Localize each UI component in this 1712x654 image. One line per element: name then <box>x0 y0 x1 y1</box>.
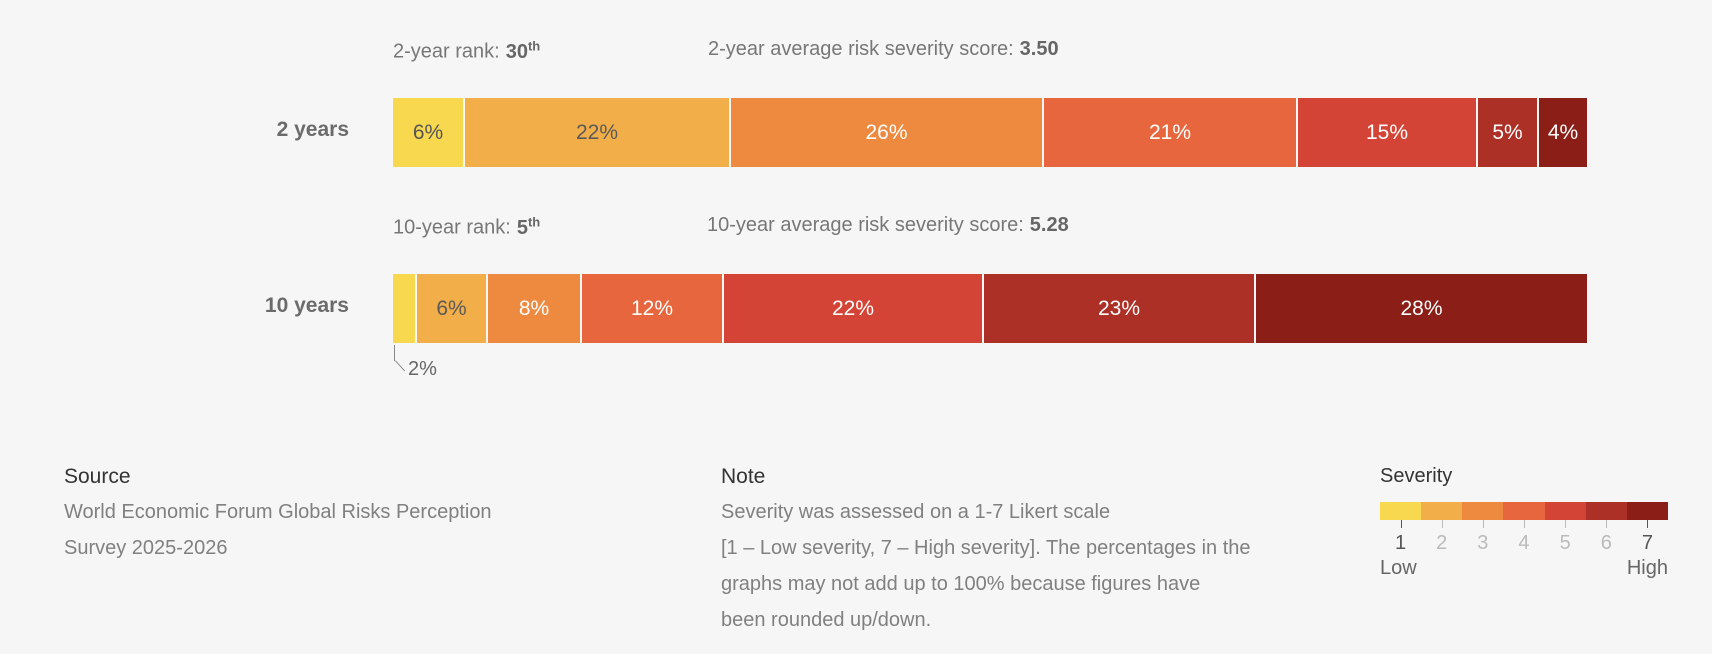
bar-segment-severity-5: 15% <box>1298 98 1478 167</box>
legend-swatch <box>1421 502 1463 520</box>
row-label-10-years: 10 years <box>264 294 349 317</box>
segment-value-label: 23% <box>1097 296 1141 320</box>
rank-label: 2-year rank: <box>393 40 500 63</box>
score-10-year: 10-year average risk severity score: 5.28 <box>707 214 1069 237</box>
legend-tick: 4 <box>1503 520 1544 555</box>
rank-value: 5 <box>516 216 528 239</box>
segment-value-label: 8% <box>518 296 550 320</box>
segment-value-label: 6% <box>412 120 444 144</box>
note-line: been rounded up/down. <box>721 609 932 631</box>
legend-title: Severity <box>1380 465 1453 487</box>
callout-label: 2% <box>408 358 437 380</box>
bar-segment-severity-5: 22% <box>724 274 984 343</box>
score-label: 2-year average risk severity score: <box>708 38 1014 60</box>
source-title: Source <box>64 465 131 488</box>
score-value: 5.28 <box>1029 214 1069 236</box>
bar-segment-severity-3: 8% <box>488 274 582 343</box>
legend-tick: 7 <box>1627 520 1668 555</box>
bar-segment-severity-4: 21% <box>1044 98 1298 167</box>
bar-segment-severity-1: 6% <box>393 98 465 167</box>
bar-10-years: 6% 8% 12% 22% 23% 28% <box>393 274 1587 343</box>
score-label: 10-year average risk severity score: <box>707 214 1024 236</box>
bar-segment-severity-7: 28% <box>1256 274 1587 343</box>
segment-value-label: 15% <box>1365 120 1409 144</box>
segment-value-label: 22% <box>831 296 875 320</box>
bar-2-years: 6% 22% 26% 21% 15% 5% 4% <box>393 98 1587 167</box>
score-value: 3.50 <box>1019 38 1059 60</box>
bar-segment-severity-7: 4% <box>1539 98 1587 167</box>
segment-value-label: 21% <box>1148 120 1192 144</box>
legend-swatch <box>1380 502 1422 520</box>
legend-low: Low <box>1380 557 1417 579</box>
bar-segment-severity-4: 12% <box>582 274 724 343</box>
legend-ends: Low High <box>1380 557 1668 580</box>
segment-value-label: 12% <box>630 296 674 320</box>
segment-value-label: 28% <box>1400 296 1443 320</box>
row-label-2-years: 2 years <box>276 118 349 141</box>
legend-tick: 3 <box>1462 520 1503 555</box>
segment-value-label: 26% <box>865 120 908 144</box>
bar-segment-severity-2: 22% <box>465 98 731 167</box>
note-text: Severity was assessed on a 1-7 Likert sc… <box>721 494 1251 638</box>
bar-segment-severity-3: 26% <box>731 98 1044 167</box>
rank-label: 10-year rank: <box>393 216 511 239</box>
rank-value: 30 <box>505 40 528 63</box>
note-line: graphs may not add up to 100% because fi… <box>721 573 1201 595</box>
legend-swatch <box>1585 502 1627 520</box>
note-line: [1 – Low severity, 7 – High severity]. T… <box>721 537 1251 559</box>
legend-tick: 5 <box>1545 520 1586 555</box>
rank-suffix: th <box>527 38 541 53</box>
source-text: World Economic Forum Global Risks Percep… <box>64 494 492 566</box>
note-line: Severity was assessed on a 1-7 Likert sc… <box>721 501 1111 523</box>
bar-segment-severity-1 <box>393 274 417 343</box>
legend-swatch <box>1544 502 1586 520</box>
legend-swatch <box>1462 502 1504 520</box>
legend-swatches <box>1380 502 1668 520</box>
score-2-year: 2-year average risk severity score: 3.50 <box>708 38 1059 61</box>
rank-2-year: 2-year rank: 30th <box>393 38 540 64</box>
legend-swatch <box>1626 502 1668 520</box>
bar-segment-severity-2: 6% <box>417 274 488 343</box>
legend-high: High <box>1626 557 1668 579</box>
bar-segment-severity-6: 23% <box>984 274 1256 343</box>
note-title: Note <box>721 465 766 488</box>
callout-line <box>394 345 409 361</box>
segment-value-label: 22% <box>575 120 619 144</box>
segment-value-label: 6% <box>436 296 467 320</box>
bar-segment-severity-6: 5% <box>1478 98 1539 167</box>
legend-swatch <box>1503 502 1545 520</box>
legend-tick: 2 <box>1421 520 1462 555</box>
rank-suffix: th <box>527 214 541 229</box>
rank-10-year: 10-year rank: 5th <box>393 214 540 240</box>
segment-value-label: 4% <box>1547 120 1579 144</box>
legend-tick: 6 <box>1586 520 1627 555</box>
source-line: World Economic Forum Global Risks Percep… <box>64 501 492 523</box>
source-line: Survey 2025-2026 <box>64 537 228 559</box>
segment-value-label: 5% <box>1492 120 1523 144</box>
legend-tick: 1 <box>1380 520 1421 555</box>
